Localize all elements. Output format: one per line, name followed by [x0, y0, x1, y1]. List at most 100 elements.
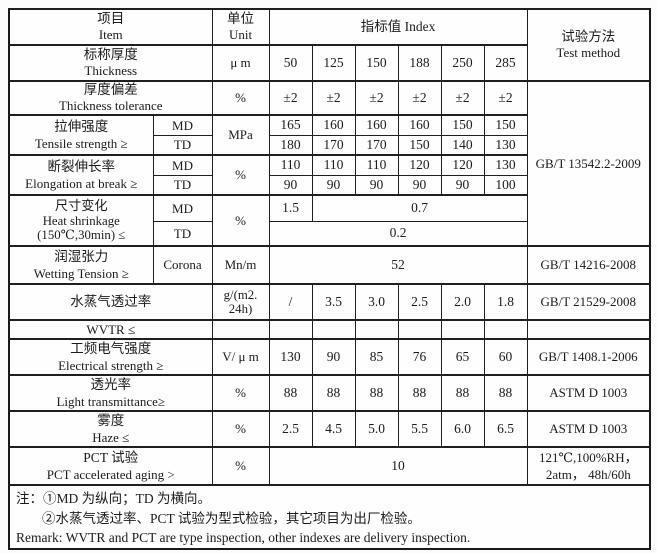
value-cell: 1.5	[268, 194, 313, 222]
header-index-cell: 指标值 Index	[268, 8, 528, 46]
table-row-tensile-td: TD 180 170 170 150 140 130	[9, 134, 650, 156]
label-en: Thickness	[84, 63, 138, 79]
value-cell: 85	[354, 338, 399, 376]
value-cell: ±2	[483, 79, 528, 116]
unit-cell: %	[211, 410, 270, 448]
value-cell: 1.8	[483, 283, 528, 321]
row-label: 雾度 Haze ≤	[8, 410, 213, 448]
header-unit-en: Unit	[228, 27, 253, 43]
value-cell: 188	[397, 44, 442, 82]
value-cell: 120	[397, 154, 442, 176]
value-cell: 120	[440, 154, 485, 176]
unit-cell: %	[211, 374, 270, 412]
row-label: 断裂伸长率 Elongation at break ≥	[8, 154, 154, 196]
method-cell: GB/T 1408.1-2006	[526, 338, 651, 376]
spec-table: 项目 Item 单位 Unit 指标值 Index 试验方法 Test meth…	[8, 8, 652, 551]
empty-method-cell	[526, 319, 651, 340]
method-cell: ASTM D 1003	[526, 374, 651, 412]
header-method-en: Test method	[556, 45, 621, 61]
value-cell: 65	[440, 338, 485, 376]
method-line-2: 2atm， 48h/60h	[545, 467, 631, 483]
value-cell-merged: 0.7	[311, 194, 528, 222]
value-cell: 170	[311, 134, 356, 156]
method-cell: GB/T 13542.2-2009	[526, 79, 651, 247]
value-cell: 50	[268, 44, 313, 82]
value-cell: 2.5	[397, 283, 442, 321]
value-cell-merged: 10	[268, 446, 528, 486]
value-cell: 60	[483, 338, 528, 376]
label-zh: 雾度	[97, 413, 125, 429]
unit-cell: %	[211, 194, 270, 247]
row-label: 尺寸变化 Heat shrinkage (150℃,30min) ≤	[8, 194, 154, 247]
value-cell: 4.5	[311, 410, 356, 448]
md-td-cell: TD	[152, 174, 213, 196]
value-cell: 2.5	[268, 410, 313, 448]
header-method-zh: 试验方法	[561, 28, 616, 44]
unit-cell: %	[211, 154, 270, 196]
md-td-cell: MD	[152, 154, 213, 176]
label-zh: 尺寸变化	[54, 198, 108, 214]
value-cell: 160	[354, 114, 399, 136]
value-cell: 150	[440, 114, 485, 136]
unit-cell: g/(m2. 24h)	[211, 283, 270, 321]
header-row: 项目 Item 单位 Unit 指标值 Index 试验方法 Test meth…	[8, 8, 651, 82]
value-cell: 6.5	[483, 410, 528, 448]
value-cell: 5.5	[397, 410, 442, 448]
unit-cell: Mn/m	[211, 245, 270, 285]
value-cell: 250	[440, 44, 485, 82]
label-zh: 标称厚度	[83, 46, 138, 62]
row-label: WVTR ≤	[8, 319, 213, 340]
value-cell-merged: 52	[268, 245, 528, 285]
value-cell: 130	[483, 154, 528, 176]
table-row-electrical: 工频电气强度 Electrical strength ≥ V/ μ m 130 …	[8, 338, 651, 376]
value-cell: 3.5	[311, 283, 356, 321]
header-item-zh: 项目	[97, 10, 125, 26]
row-label: 工频电气强度 Electrical strength ≥	[8, 338, 213, 376]
value-cell: 90	[311, 174, 356, 196]
value-cell: ±2	[268, 79, 313, 116]
value-cell: 100	[483, 174, 528, 196]
value-cell: 90	[440, 174, 485, 196]
corona-cell: Corona	[152, 245, 213, 285]
label-zh: 润湿张力	[54, 249, 109, 265]
value-cell: 88	[268, 374, 313, 412]
table-row-haze: 雾度 Haze ≤ % 2.5 4.5 5.0 5.5 6.0 6.5 ASTM…	[8, 410, 651, 448]
label-en: PCT accelerated aging >	[46, 466, 175, 482]
label-zh: 拉伸强度	[54, 119, 109, 135]
header-unit-cell: 单位 Unit	[211, 8, 270, 46]
unit-line-2: 24h)	[228, 302, 253, 317]
empty-unit-cell	[211, 319, 270, 340]
value-cell: 160	[397, 114, 442, 136]
unit-cell: MPa	[211, 114, 270, 156]
header-method-cell: 试验方法 Test method	[526, 8, 651, 82]
value-cell: 88	[311, 374, 356, 412]
unit-cell: %	[211, 79, 270, 116]
table-row-wvtr-values: 水蒸气透过率 g/(m2. 24h) / 3.5 3.0 2.5 2.0 1.8…	[8, 283, 651, 321]
value-cell: 88	[440, 374, 485, 412]
value-cell: ±2	[397, 79, 442, 116]
unit-line-1: g/(m2.	[223, 288, 258, 303]
value-cell: 160	[311, 114, 356, 136]
label-zh: 厚度偏差	[83, 82, 138, 97]
header-unit-zh: 单位	[227, 10, 254, 26]
label-zh: 工频电气强度	[70, 341, 152, 357]
empty-value-cell	[311, 319, 356, 340]
empty-value-cell	[268, 319, 313, 340]
value-cell: 90	[397, 174, 442, 196]
value-cell: /	[268, 283, 313, 321]
value-cell: 150	[397, 134, 442, 156]
row-label: PCT 试验 PCT accelerated aging >	[8, 446, 213, 486]
label-zh: 断裂伸长率	[47, 159, 116, 175]
value-cell: 110	[354, 154, 399, 176]
value-cell: 180	[268, 134, 313, 156]
label-en: Light transmittance≥	[56, 393, 166, 409]
value-cell: 165	[268, 114, 313, 136]
value-cell: 90	[268, 174, 313, 196]
table-row-shrinkage-md: 尺寸变化 Heat shrinkage (150℃,30min) ≤ MD % …	[8, 194, 650, 247]
value-cell: 110	[268, 154, 313, 176]
value-cell: 110	[311, 154, 356, 176]
label-en: Tensile strength ≥	[34, 135, 128, 151]
value-cell: ±2	[440, 79, 485, 116]
table-row-pct: PCT 试验 PCT accelerated aging > % 10 121℃…	[8, 446, 651, 486]
row-label: 水蒸气透过率	[8, 283, 213, 321]
